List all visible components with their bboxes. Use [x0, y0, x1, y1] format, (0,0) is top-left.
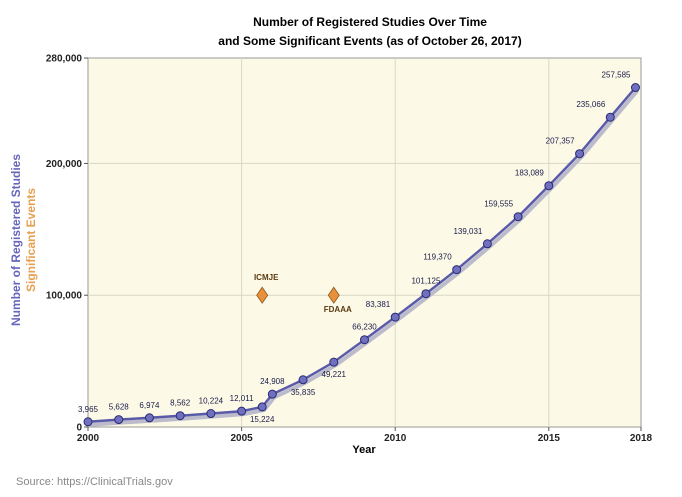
data-label: 6,974: [139, 401, 160, 410]
data-point: [390, 312, 400, 322]
data-point: [83, 417, 93, 427]
data-label: 183,089: [515, 169, 544, 178]
data-label: 159,555: [484, 200, 513, 209]
chart-title-line-1: Number of Registered Studies Over Time: [253, 15, 487, 29]
y-tick-label: 100,000: [46, 291, 83, 302]
data-point: [267, 389, 277, 399]
axes: 0 100,000 200,000 280,000 2000 2005 2010 2015 20…: [46, 54, 653, 445]
data-label: 10,224: [199, 397, 224, 406]
data-point: [482, 239, 492, 249]
data-label: 207,357: [546, 137, 575, 146]
data-point: [513, 212, 523, 222]
data-label: 139,031: [453, 227, 482, 236]
data-point: [360, 335, 369, 345]
data-label: 3,965: [78, 405, 99, 414]
data-label: 66,230: [352, 323, 377, 332]
x-tick-label: 2015: [538, 433, 561, 444]
data-point: [452, 265, 462, 275]
chart-title-line-2: and Some Significant Events (as of Octob…: [218, 34, 521, 48]
y-axis-label: Number of Registered Studies: [9, 154, 23, 326]
data-point: [575, 149, 585, 159]
x-tick-label: 2000: [77, 433, 100, 444]
source-note: Source: https://ClinicalTrials.gov: [16, 476, 173, 488]
event-label-fdaaa: FDAAA: [324, 305, 352, 314]
data-point: [329, 357, 339, 367]
series-line: [87, 86, 637, 424]
data-point: [421, 289, 431, 299]
x-tick-label: 2010: [384, 433, 407, 444]
data-point: [144, 413, 154, 423]
data-point: [237, 406, 247, 416]
y-tick-label: 280,000: [46, 54, 83, 65]
data-label: 257,585: [602, 71, 631, 80]
data-label: 119,370: [423, 253, 452, 262]
series-line-shadow: [89, 89, 640, 427]
x-tick-label: 2018: [630, 433, 653, 444]
data-label: 15,224: [250, 415, 275, 424]
data-label: 35,835: [291, 388, 316, 397]
data-point: [114, 415, 124, 425]
data-point: [175, 411, 185, 421]
event-label-icmje: ICMJE: [254, 273, 279, 282]
data-label: 235,066: [576, 100, 605, 109]
data-label: 12,011: [230, 394, 254, 403]
y-tick-label: 200,000: [46, 159, 83, 170]
data-label: 8,562: [170, 399, 191, 408]
significant-events: ICMJE FDAAA: [254, 273, 352, 314]
data-label: 49,221: [322, 370, 347, 379]
data-label: 5,628: [109, 403, 130, 412]
series-registered-studies: 3,965 5,628 6,974 8,562 10,224 12,011 15,224 24…: [78, 71, 640, 427]
x-axis-label: Year: [352, 444, 376, 456]
x-tick-label: 2005: [230, 433, 253, 444]
event-marker-fdaaa: [327, 286, 340, 304]
y-tick-label: 0: [76, 423, 82, 434]
data-point: [206, 409, 216, 419]
data-label: 24,908: [260, 377, 285, 386]
data-point: [605, 112, 615, 122]
grid-lines: [88, 58, 641, 427]
event-marker-icmje: [256, 286, 269, 304]
data-label: 101,125: [411, 277, 440, 286]
data-point: [630, 83, 640, 93]
data-point: [298, 375, 308, 385]
data-label: 83,381: [366, 300, 391, 309]
data-point: [544, 181, 554, 191]
plot-area: [87, 57, 642, 428]
data-point: [257, 402, 267, 412]
y-axis-label-secondary: Significant Events: [24, 188, 38, 292]
